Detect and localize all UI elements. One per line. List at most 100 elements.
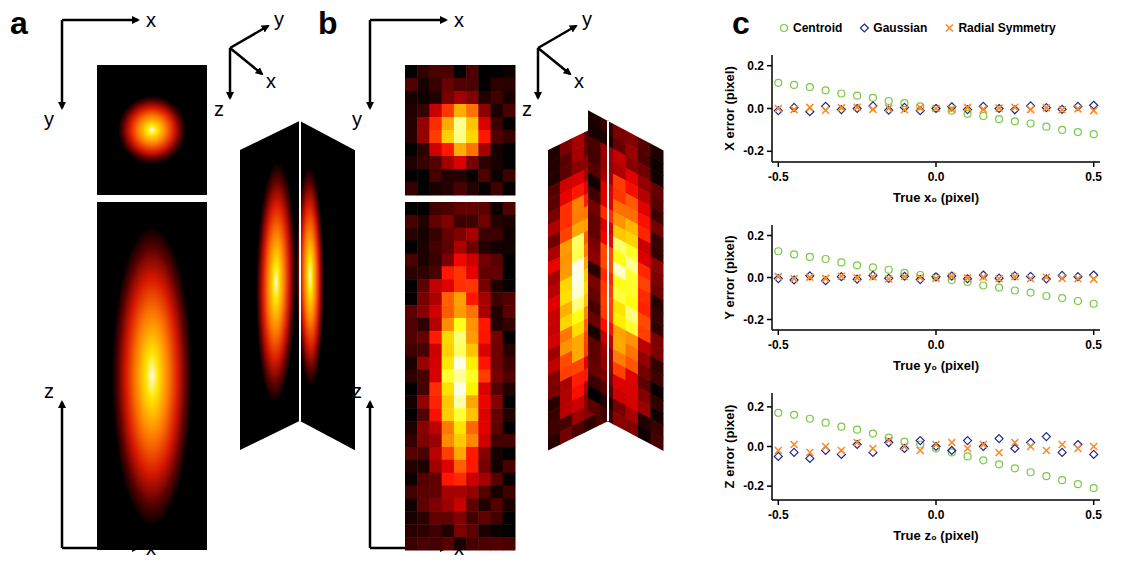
y-tick <box>767 235 772 237</box>
point <box>996 449 1003 456</box>
pixel <box>491 382 504 395</box>
panel-a: axyzxyxz <box>10 5 355 559</box>
pixel <box>405 104 418 118</box>
pixel <box>491 292 504 305</box>
pixel <box>491 486 504 499</box>
crease <box>607 121 609 421</box>
point <box>790 448 798 456</box>
axis-letter: y <box>274 8 284 30</box>
point <box>885 274 893 282</box>
point <box>1043 447 1050 454</box>
y-tick-label: -0.2 <box>743 144 764 158</box>
pixel <box>491 498 504 511</box>
pixel <box>503 460 516 473</box>
pixel <box>417 78 430 92</box>
pixel <box>442 182 455 196</box>
pixel <box>478 511 491 524</box>
pixel <box>442 486 455 499</box>
pixel <box>478 382 491 395</box>
pixel <box>454 156 467 170</box>
pixel <box>405 169 418 183</box>
pixel <box>478 228 491 241</box>
pixel <box>478 215 491 228</box>
pixel <box>417 202 430 215</box>
point <box>1090 443 1097 450</box>
pixel <box>588 398 601 418</box>
point <box>885 105 892 112</box>
psf-xz <box>112 226 192 526</box>
pixel <box>442 156 455 170</box>
pixel <box>442 331 455 344</box>
pixel <box>503 104 516 118</box>
point <box>869 94 876 101</box>
point <box>1090 450 1098 458</box>
series-1 <box>774 433 1097 463</box>
pixel <box>442 395 455 408</box>
series-0 <box>775 248 1097 308</box>
pixel <box>466 537 479 550</box>
x-tick-label: 0.5 <box>1085 338 1102 352</box>
pixel <box>478 460 491 473</box>
pixel <box>454 524 467 537</box>
point <box>838 90 845 97</box>
point <box>964 453 971 460</box>
pixel <box>466 143 479 157</box>
pixel <box>405 65 418 79</box>
point <box>1027 106 1034 113</box>
panel-label: c <box>732 5 750 41</box>
pixel <box>429 215 442 228</box>
axis-letter: x <box>574 70 584 92</box>
separator <box>97 197 207 200</box>
pixel <box>417 370 430 383</box>
pixel <box>429 279 442 292</box>
point <box>806 415 813 422</box>
pixel <box>466 408 479 421</box>
point <box>822 87 829 94</box>
pixel <box>417 498 430 511</box>
pixel <box>405 447 418 460</box>
point <box>1090 271 1098 279</box>
pixel <box>454 305 467 318</box>
pixel <box>466 344 479 357</box>
pixel <box>405 511 418 524</box>
pixel <box>454 370 467 383</box>
point <box>869 448 877 456</box>
pixel <box>466 357 479 370</box>
pixel <box>478 408 491 421</box>
pixel <box>478 182 491 196</box>
point <box>996 284 1003 291</box>
x-tick-label: -0.5 <box>768 170 789 184</box>
pixel <box>491 182 504 196</box>
pixel <box>503 318 516 331</box>
pixel <box>429 254 442 267</box>
point <box>1043 274 1050 281</box>
pixel <box>454 254 467 267</box>
axis-letter: x <box>454 9 464 31</box>
pixel <box>478 279 491 292</box>
plane-x <box>240 121 300 450</box>
pixel <box>442 460 455 473</box>
psf-plane <box>256 153 296 413</box>
plane <box>240 121 300 450</box>
pixel <box>466 266 479 279</box>
pixel <box>503 254 516 267</box>
pixel <box>503 241 516 254</box>
pixel <box>466 434 479 447</box>
point <box>854 426 861 433</box>
pixel <box>405 524 418 537</box>
point <box>1027 120 1034 127</box>
point <box>822 275 829 282</box>
pixel <box>478 241 491 254</box>
pixel <box>429 241 442 254</box>
pixel <box>466 370 479 383</box>
point <box>869 430 876 437</box>
point <box>1074 441 1082 449</box>
pixel <box>503 91 516 105</box>
plane-y <box>296 119 355 450</box>
point <box>980 112 987 119</box>
pixel <box>417 215 430 228</box>
pixel <box>405 408 418 421</box>
chart-1: -0.20.00.2-0.50.00.5True y₀ (pixel)Y err… <box>722 225 1102 373</box>
pixel <box>417 344 430 357</box>
x-tick-label: 0.5 <box>1085 170 1102 184</box>
